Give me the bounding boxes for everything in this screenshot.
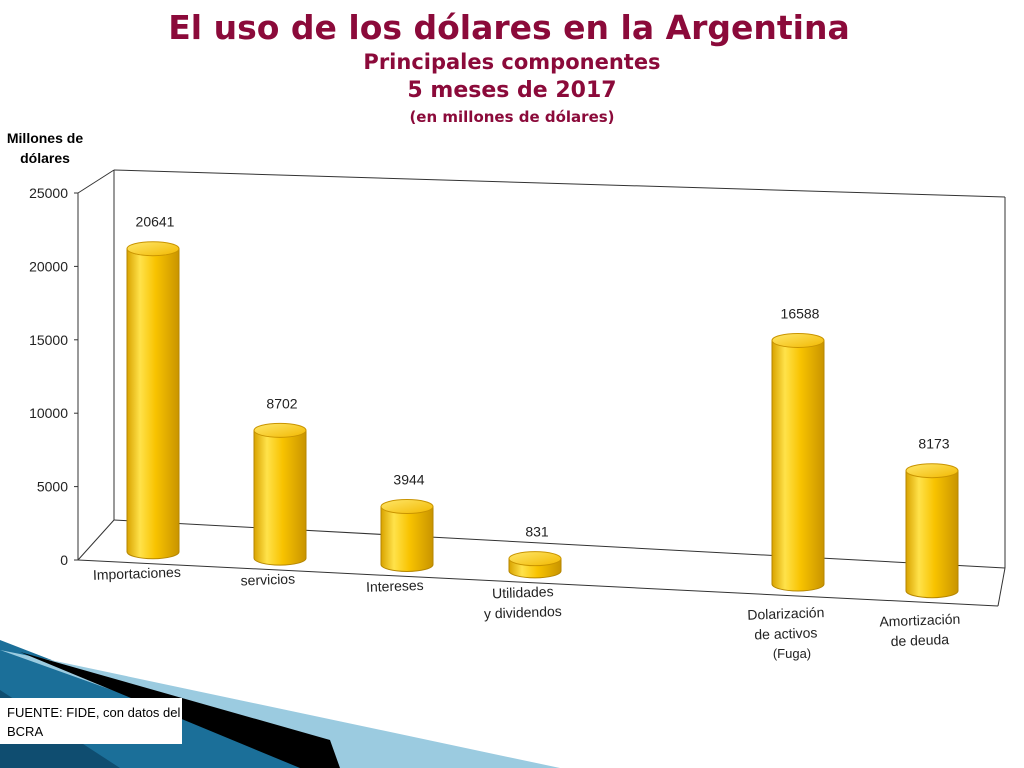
bar-body (126, 248, 180, 560)
corner-decoration (0, 640, 560, 768)
annotation-label: (Fuga) (773, 646, 811, 661)
chart-subtitle: Principales componentes (363, 50, 661, 74)
bar-body (380, 506, 434, 572)
data-label: 8702 (266, 395, 297, 411)
category-labels: Importaciones servicios Intereses Utilidade… (93, 564, 961, 661)
bar-top (771, 332, 825, 348)
source-note: FUENTE: FIDE, con datos del BCRA (7, 705, 181, 739)
data-label: 831 (525, 524, 549, 540)
bar (905, 463, 959, 599)
y-tick-label: 5000 (37, 479, 68, 495)
category-label: Intereses (366, 577, 424, 595)
bar-body (771, 339, 825, 592)
bar-top (905, 463, 959, 479)
bar (253, 422, 307, 566)
data-labels: 20641 8702 3944 831 16588 8173 (136, 214, 950, 540)
y-axis-ticks: 0 5000 10000 15000 20000 25000 (29, 185, 78, 568)
bar-top (380, 499, 434, 515)
bar (771, 332, 825, 592)
unit-note: (en millones de dólares) (409, 108, 615, 126)
data-label: 20641 (136, 214, 175, 230)
category-label: servicios (240, 571, 295, 589)
bar (380, 499, 434, 572)
category-label: Amortización (879, 611, 960, 630)
chart-title: El uso de los dólares en la Argentina (168, 8, 850, 47)
y-tick-label: 0 (60, 552, 68, 568)
bar-body (905, 470, 959, 599)
data-label: 3944 (393, 472, 424, 488)
bar-top (508, 551, 562, 567)
y-tick-label: 25000 (29, 185, 68, 201)
category-label: y dividendos (484, 603, 562, 622)
chart-frame (77, 169, 1006, 607)
bar-top (126, 241, 180, 257)
category-label: de activos (754, 624, 818, 642)
bar (126, 241, 180, 560)
y-axis-label: Millones de dólares (6, 130, 84, 166)
y-tick-label: 20000 (29, 258, 68, 274)
y-tick-label: 10000 (29, 405, 68, 421)
data-label: 8173 (918, 436, 949, 452)
bars (126, 241, 959, 599)
bar-top (253, 422, 307, 438)
y-tick-label: 15000 (29, 332, 68, 348)
chart-period: 5 meses de 2017 (407, 78, 617, 103)
bar-body (253, 429, 307, 566)
bar (508, 551, 562, 579)
title-block: El uso de los dólares en la Argentina Pr… (0, 8, 1024, 128)
category-label: de deuda (890, 631, 949, 649)
category-label: Utilidades (492, 583, 554, 601)
data-label: 16588 (781, 305, 820, 321)
category-label: Importaciones (93, 564, 181, 583)
category-label: Dolarización (747, 604, 825, 623)
